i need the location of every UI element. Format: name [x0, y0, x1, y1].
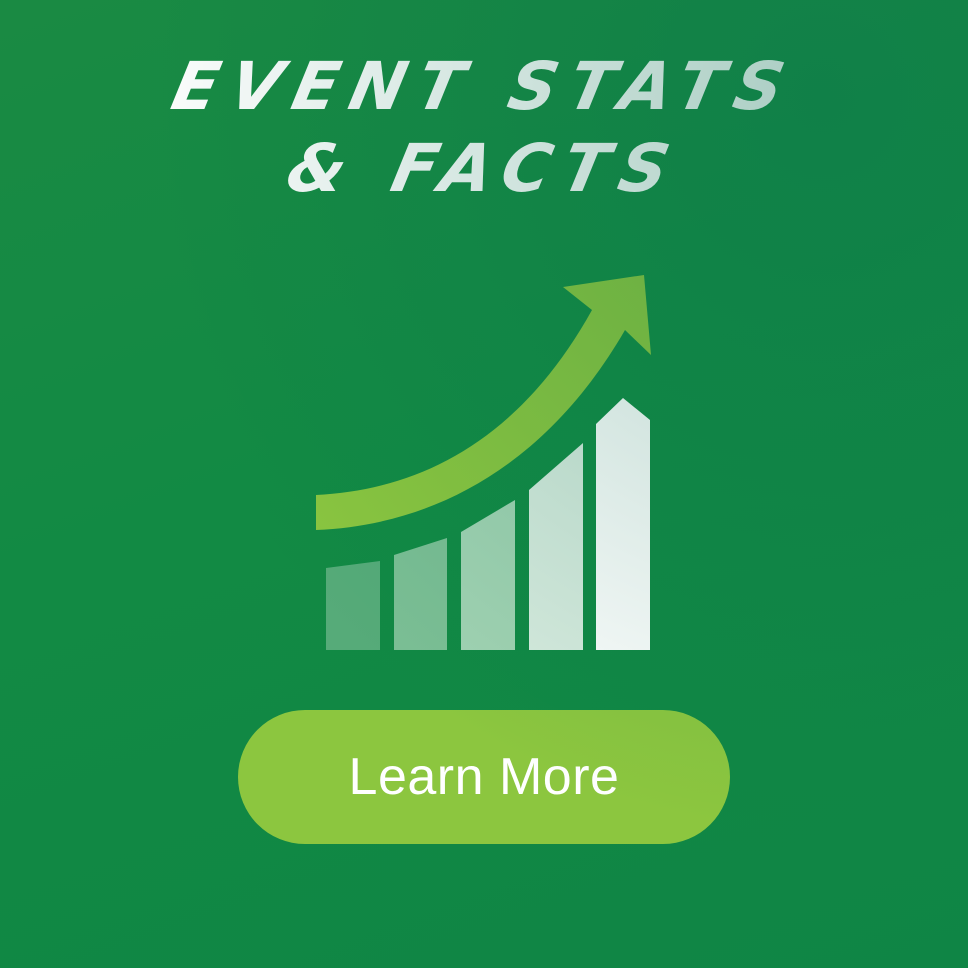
chart-bar-3	[461, 500, 515, 650]
growth-arrow-icon	[316, 275, 651, 530]
chart-bar-1	[326, 561, 380, 650]
learn-more-button[interactable]: Learn More	[238, 710, 730, 844]
chart-bar-2	[394, 538, 447, 650]
chart-bar-5	[596, 398, 650, 650]
chart-bar-4	[529, 443, 583, 650]
learn-more-label: Learn More	[348, 748, 620, 806]
